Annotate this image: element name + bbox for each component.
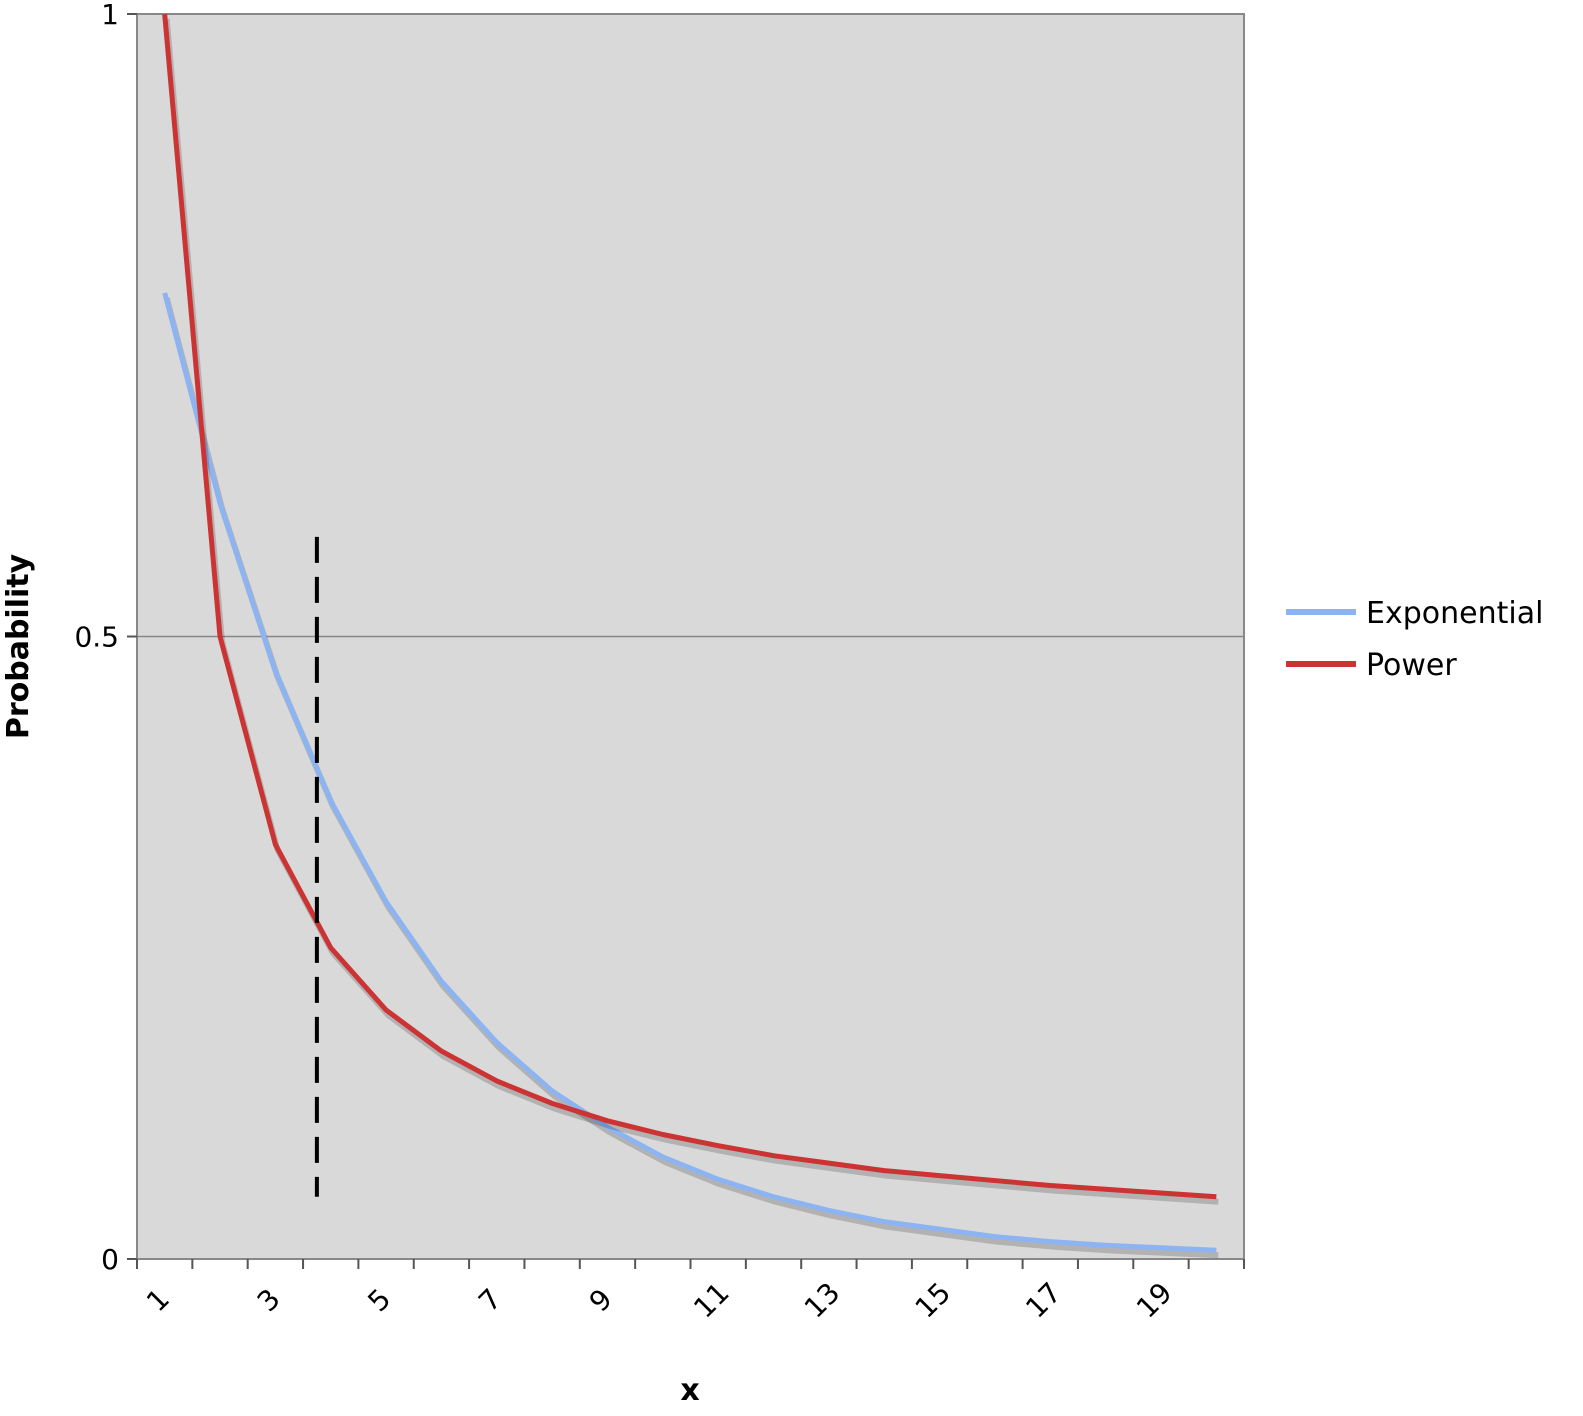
x-tick-label: 17 [1019,1276,1068,1325]
x-tick-label: 5 [361,1282,397,1318]
legend-label-exponential: Exponential [1366,596,1543,631]
series-line-exponential [162,292,1217,1253]
y-tick-label: 0 [101,1243,119,1276]
x-tick-label: 3 [251,1282,287,1318]
legend-label-power: Power [1366,648,1457,683]
x-tick-label: 11 [687,1276,736,1325]
x-tick-label: 7 [472,1282,508,1318]
y-axis-title: Probability [1,553,36,739]
y-tick-label: 0.5 [74,621,119,654]
y-tick-label: 1 [101,0,119,31]
series-line-power [162,13,1217,1200]
legend: Exponential Power [1286,596,1543,683]
x-axis-title: x [680,1373,699,1408]
x-tick-label: 13 [798,1276,847,1325]
x-tick-label: 15 [909,1276,958,1325]
x-tick-label: 9 [583,1282,619,1318]
x-tick-label: 19 [1130,1276,1179,1325]
x-tick-label: 1 [140,1282,176,1318]
